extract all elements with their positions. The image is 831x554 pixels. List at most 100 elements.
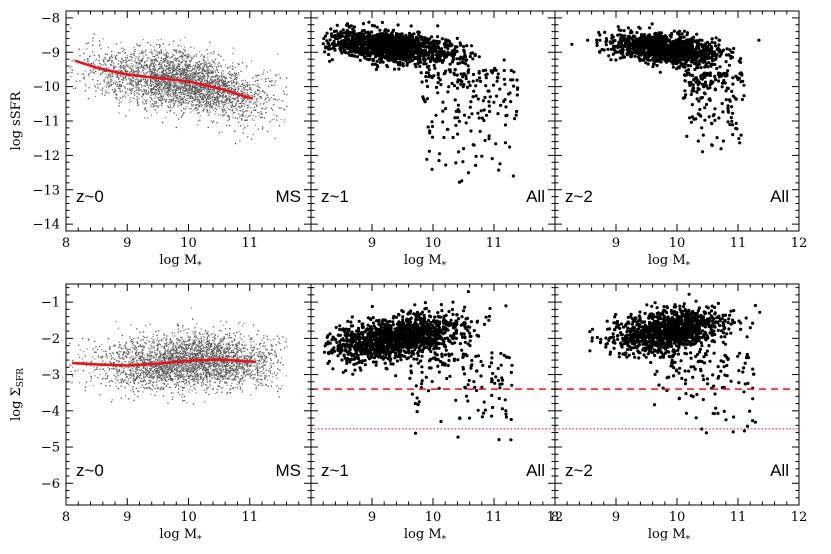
scatter-point: [424, 79, 429, 83]
scatter-point: [163, 73, 166, 75]
scatter-point: [100, 88, 102, 91]
scatter-point: [221, 115, 224, 117]
scatter-point: [184, 82, 186, 84]
scatter-point: [207, 101, 210, 103]
scatter-point: [444, 52, 448, 56]
scatter-point: [199, 96, 201, 99]
scatter-point: [215, 96, 218, 98]
scatter-point: [233, 85, 235, 87]
scatter-point: [154, 97, 156, 100]
scatter-point: [406, 61, 410, 65]
scatter-point: [234, 72, 236, 74]
scatter-point: [130, 69, 132, 71]
scatter-point: [180, 70, 182, 72]
scatter-point: [164, 49, 167, 51]
scatter-point: [83, 59, 86, 61]
scatter-point: [173, 81, 175, 83]
scatter-point: [373, 53, 377, 57]
scatter-point: [459, 82, 463, 86]
scatter-point: [368, 34, 372, 38]
scatter-point: [184, 69, 186, 71]
scatter-point: [159, 86, 161, 88]
scatter-point: [188, 79, 190, 81]
scatter-point: [220, 102, 222, 104]
scatter-point: [234, 66, 236, 68]
scatter-point: [220, 76, 222, 78]
scatter-point: [153, 78, 155, 81]
scatter-point: [214, 70, 216, 72]
scatter-point: [224, 104, 226, 106]
scatter-point: [176, 65, 178, 68]
scatter-point: [158, 84, 160, 87]
scatter-point: [149, 96, 151, 99]
scatter-point: [160, 64, 162, 66]
scatter-point: [166, 91, 168, 93]
scatter-point: [430, 124, 435, 129]
scatter-point: [163, 94, 165, 96]
scatter-point: [493, 66, 497, 70]
scatter-point: [360, 53, 364, 57]
scatter-point: [498, 162, 502, 166]
scatter-point: [443, 43, 447, 47]
scatter-point: [273, 114, 275, 116]
scatter-point: [88, 72, 90, 75]
scatter-point: [234, 117, 237, 119]
scatter-point: [180, 85, 182, 88]
scatter-point: [497, 168, 501, 172]
scatter-point: [227, 81, 230, 83]
scatter-point: [456, 116, 460, 120]
scatter-point: [168, 82, 170, 84]
scatter-point: [177, 51, 179, 53]
scatter-point: [202, 94, 204, 97]
scatter-point: [114, 80, 116, 82]
scatter-point: [169, 70, 171, 72]
scatter-point: [204, 79, 206, 81]
scatter-point: [406, 56, 411, 61]
scatter-point: [232, 116, 234, 119]
scatter-point: [199, 75, 201, 77]
scatter-point: [92, 40, 94, 42]
scatter-point: [245, 101, 247, 103]
scatter-point: [167, 76, 169, 78]
scatter-point: [187, 94, 189, 96]
scatter-point: [170, 84, 172, 86]
scatter-point: [197, 104, 199, 106]
scatter-point: [103, 80, 105, 82]
scatter-point: [108, 73, 111, 75]
scatter-point: [208, 88, 211, 91]
scatter-point: [379, 58, 383, 62]
scatter-point: [199, 77, 202, 79]
scatter-point: [161, 98, 164, 100]
scatter-point: [469, 100, 473, 104]
scatter-point: [125, 76, 127, 78]
scatter-point: [198, 91, 200, 94]
scatter-point: [480, 116, 484, 120]
scatter-point: [207, 81, 209, 83]
scatter-point: [469, 51, 473, 56]
scatter-point: [185, 94, 187, 96]
scatter-point: [148, 71, 150, 73]
scatter-point: [204, 93, 206, 95]
scatter-point: [129, 71, 131, 73]
scatter-point: [135, 63, 138, 65]
scatter-point: [434, 60, 438, 64]
scatter-point: [155, 54, 157, 56]
scatter-point: [186, 70, 188, 72]
scatter-point: [160, 74, 162, 76]
scatter-point: [196, 86, 198, 89]
scatter-point: [263, 69, 265, 71]
scatter-point: [153, 64, 155, 66]
scatter-point: [144, 107, 147, 109]
scatter-point: [234, 78, 236, 80]
scatter-point: [232, 111, 235, 113]
scatter-point: [224, 110, 226, 112]
scatter-point: [252, 96, 254, 98]
scatter-point: [150, 59, 152, 61]
scatter-point: [119, 89, 121, 92]
scatter-point: [199, 67, 201, 69]
scatter-point: [223, 101, 225, 103]
scatter-point: [165, 93, 167, 95]
scatter-point: [184, 84, 186, 86]
scatter-point: [152, 83, 154, 85]
scatter-point: [205, 103, 207, 105]
